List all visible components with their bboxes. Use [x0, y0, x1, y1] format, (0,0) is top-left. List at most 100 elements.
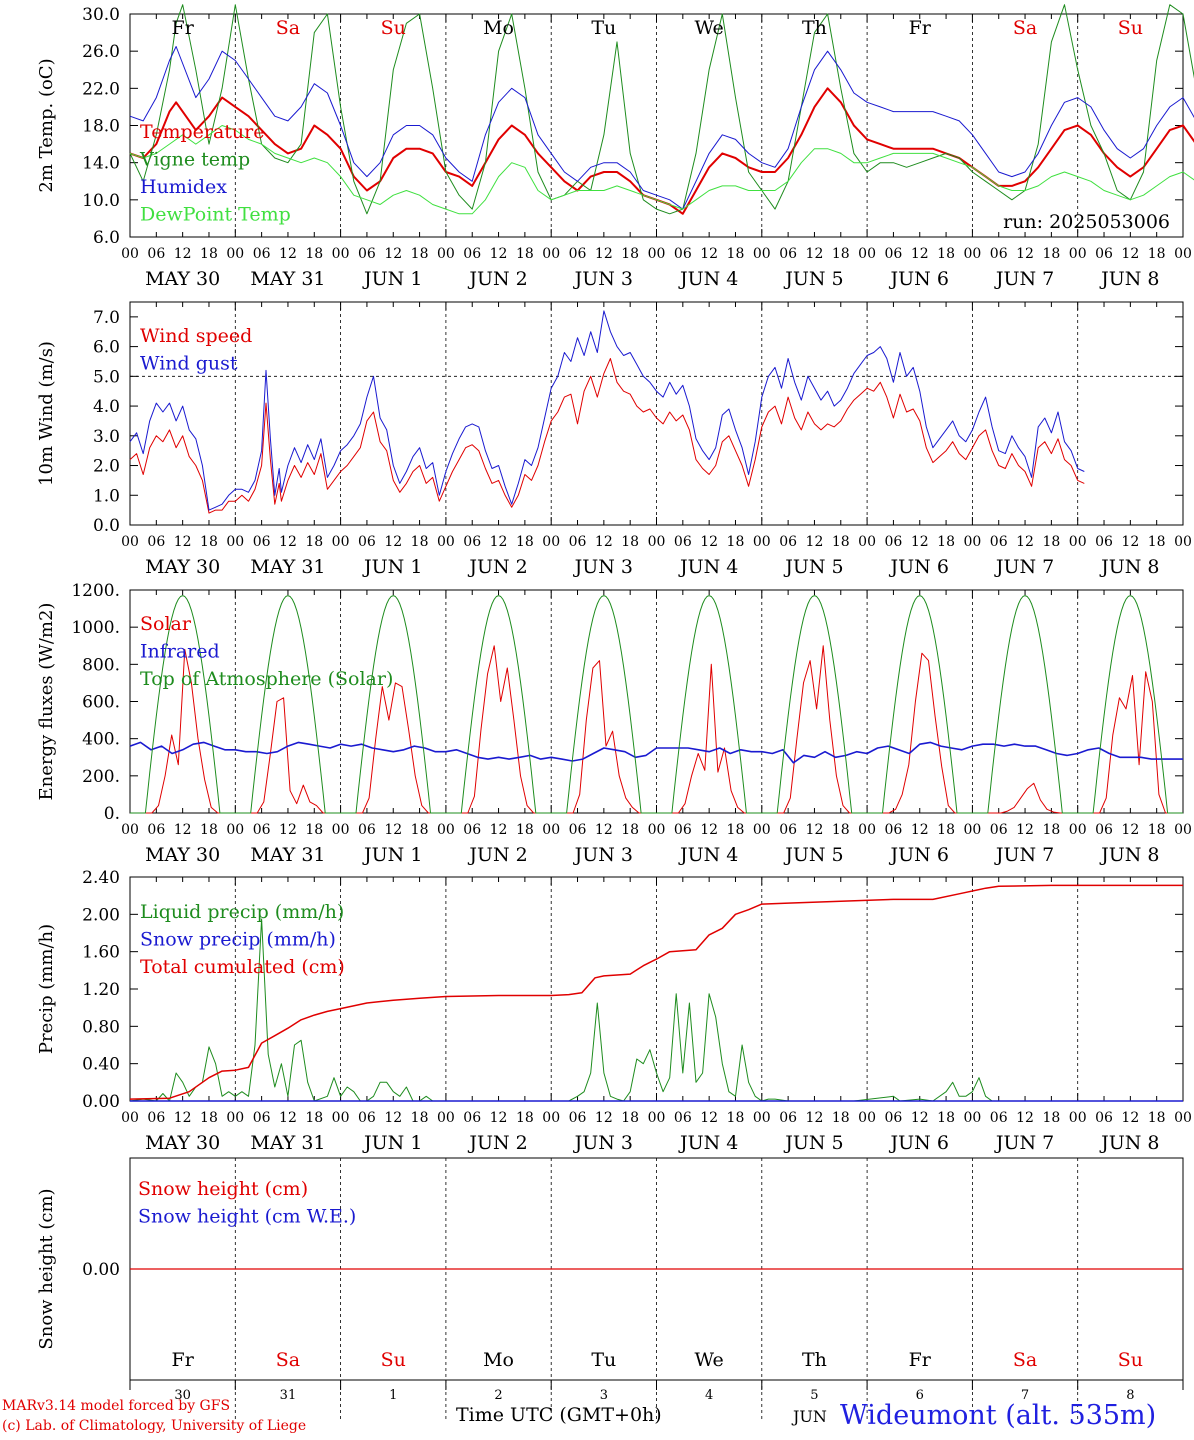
wind-hour-label: 18 — [1148, 534, 1166, 550]
wind-hour-label: 12 — [174, 534, 192, 550]
flux-hour-label: 06 — [569, 822, 587, 838]
temp-ytick-label: 22.0 — [82, 79, 120, 99]
precip-hour-label: 18 — [411, 1110, 429, 1126]
precip-hour-label: 00 — [542, 1110, 560, 1126]
precip-hour-label: 00 — [437, 1110, 455, 1126]
flux-hour-label: 06 — [147, 822, 165, 838]
temp-date-label: JUN 1 — [362, 268, 422, 290]
precip-legend-snow-precip-mm-h-: Snow precip (mm/h) — [140, 929, 336, 951]
wind-ylabel: 10m Wind (m/s) — [36, 341, 57, 486]
wind-date-label: MAY 30 — [145, 556, 220, 578]
precip-hour-label: 12 — [490, 1110, 508, 1126]
wind-plot-frame — [129, 301, 1184, 526]
precip-hour-label: 12 — [279, 1110, 297, 1126]
precip-hour-label: 00 — [121, 1110, 139, 1126]
wind-date-label: JUN 8 — [1099, 556, 1159, 578]
temp-hour-label: 18 — [937, 246, 955, 262]
temp-hour-label: 12 — [595, 246, 613, 262]
precip-hour-label: 18 — [305, 1110, 323, 1126]
flux-date-label: JUN 7 — [994, 844, 1054, 866]
flux-hour-label: 12 — [595, 822, 613, 838]
bottom-day-abbr: Mo — [483, 1349, 514, 1371]
precip-hour-label: 06 — [358, 1110, 376, 1126]
temp-hour-label: 06 — [358, 246, 376, 262]
top-day-abbr: Th — [802, 17, 827, 39]
flux-hour-label: 00 — [1174, 822, 1192, 838]
bottom-date-number: 3 — [600, 1388, 608, 1403]
wind-hour-label: 18 — [411, 534, 429, 550]
flux-hour-label: 12 — [911, 822, 929, 838]
flux-hour-label: 12 — [279, 822, 297, 838]
temp-series-temperature — [129, 87, 1194, 215]
precip-hour-label: 12 — [700, 1110, 718, 1126]
flux-hour-label: 00 — [963, 822, 981, 838]
flux-plot-frame — [129, 589, 1184, 814]
wind-hour-label: 06 — [990, 534, 1008, 550]
precip-ytick-label: 2.40 — [82, 868, 120, 888]
wind-ytick-label: 6.0 — [93, 338, 120, 358]
temp-ylabel: 2m Temp. (oC) — [36, 58, 57, 192]
wind-ytick-label: 7.0 — [93, 308, 120, 328]
temp-hour-label: 18 — [621, 246, 639, 262]
flux-hour-label: 00 — [226, 822, 244, 838]
flux-legend-solar: Solar — [140, 613, 192, 635]
precip-hour-label: 18 — [937, 1110, 955, 1126]
flux-hour-label: 06 — [253, 822, 271, 838]
temp-date-label: JUN 3 — [573, 268, 633, 290]
wind-date-label: MAY 31 — [250, 556, 325, 578]
wind-hour-label: 00 — [437, 534, 455, 550]
wind-hour-label: 12 — [1016, 534, 1034, 550]
flux-hour-label: 00 — [858, 822, 876, 838]
temp-hour-label: 12 — [911, 246, 929, 262]
flux-legend-top-of-atmosphere-solar-: Top of Atmosphere (Solar) — [140, 668, 393, 690]
flux-hour-label: 06 — [1095, 822, 1113, 838]
wind-date-label: JUN 5 — [783, 556, 843, 578]
precip-hour-label: 00 — [963, 1110, 981, 1126]
flux-hour-label: 18 — [305, 822, 323, 838]
wind-date-label: JUN 4 — [678, 556, 738, 578]
bottom-date-number: 7 — [1021, 1388, 1029, 1403]
wind-hour-label: 18 — [727, 534, 745, 550]
flux-hour-label: 12 — [174, 822, 192, 838]
wind-hour-label: 18 — [621, 534, 639, 550]
flux-hour-label: 18 — [727, 822, 745, 838]
bottom-date-number: 8 — [1126, 1388, 1134, 1403]
top-day-abbr: Sa — [276, 17, 300, 39]
precip-ytick-label: 0.00 — [82, 1092, 120, 1112]
temp-ytick-label: 10.0 — [82, 191, 120, 211]
temp-hour-label: 12 — [384, 246, 402, 262]
wind-legend-wind-speed: Wind speed — [140, 325, 252, 347]
temp-hour-label: 06 — [885, 246, 903, 262]
wind-ytick-label: 3.0 — [93, 427, 120, 447]
precip-legend-total-cumulated-cm-: Total cumulated (cm) — [140, 956, 345, 978]
wind-hour-label: 00 — [753, 534, 771, 550]
temp-hour-label: 12 — [174, 246, 192, 262]
precip-ytick-label: 1.20 — [82, 980, 120, 1000]
precip-ytick-label: 0.80 — [82, 1017, 120, 1037]
temp-date-label: JUN 8 — [1099, 268, 1159, 290]
temp-date-label: JUN 2 — [467, 268, 527, 290]
wind-hour-label: 00 — [858, 534, 876, 550]
precip-hour-label: 12 — [911, 1110, 929, 1126]
bottom-date-number: 2 — [494, 1388, 502, 1403]
wind-hour-label: 06 — [463, 534, 481, 550]
precip-hour-label: 18 — [200, 1110, 218, 1126]
precip-hour-label: 06 — [147, 1110, 165, 1126]
snow-ytick-label: 0.00 — [82, 1260, 120, 1280]
temp-date-label: MAY 31 — [250, 268, 325, 290]
wind-hour-label: 18 — [516, 534, 534, 550]
precip-ytick-label: 1.60 — [82, 943, 120, 963]
flux-date-label: MAY 31 — [250, 844, 325, 866]
precip-date-label: JUN 3 — [573, 1132, 633, 1154]
temp-hour-label: 18 — [305, 246, 323, 262]
temp-date-label: JUN 7 — [994, 268, 1054, 290]
precip-hour-label: 18 — [621, 1110, 639, 1126]
flux-hour-label: 06 — [990, 822, 1008, 838]
precip-hour-label: 00 — [1069, 1110, 1087, 1126]
temp-hour-label: 00 — [963, 246, 981, 262]
wind-hour-label: 06 — [147, 534, 165, 550]
flux-date-label: JUN 1 — [362, 844, 422, 866]
wind-hour-label: 06 — [674, 534, 692, 550]
temp-hour-label: 12 — [806, 246, 824, 262]
bottom-day-abbr: Fr — [172, 1349, 195, 1371]
